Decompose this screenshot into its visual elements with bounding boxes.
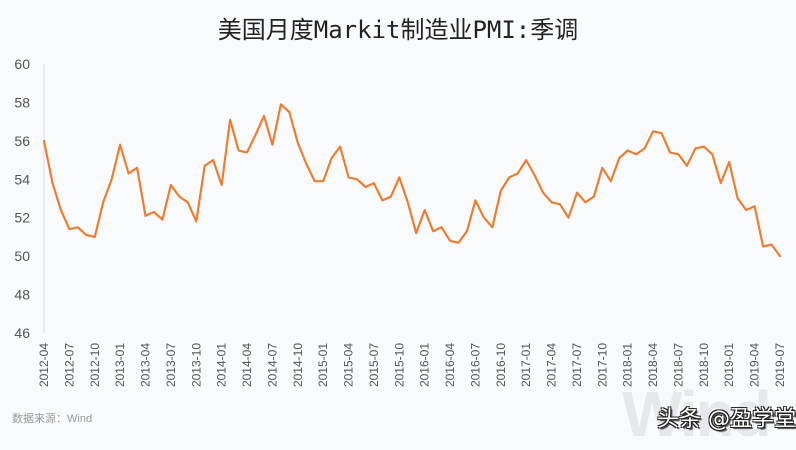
x-tick-label: 2013-01 xyxy=(113,343,127,387)
y-tick-label: 46 xyxy=(14,325,30,341)
x-tick-label: 2018-04 xyxy=(646,343,660,387)
x-tick-label: 2019-01 xyxy=(722,343,736,387)
x-tick-label: 2014-04 xyxy=(240,343,254,387)
y-tick-label: 58 xyxy=(14,94,30,110)
chart-title: 美国月度Markit制造业PMI:季调 xyxy=(217,16,579,44)
x-tick-label: 2018-01 xyxy=(621,343,635,387)
y-tick-label: 50 xyxy=(14,248,30,264)
x-tick-label: 2012-04 xyxy=(37,343,51,387)
x-tick-label: 2017-04 xyxy=(545,343,559,387)
x-tick-label: 2016-04 xyxy=(443,343,457,387)
x-tick-label: 2014-10 xyxy=(291,343,305,387)
x-tick-label: 2016-01 xyxy=(418,343,432,387)
x-tick-label: 2019-04 xyxy=(748,343,762,387)
x-tick-label: 2012-10 xyxy=(88,343,102,387)
x-tick-label: 2015-01 xyxy=(316,343,330,387)
x-tick-label: 2017-07 xyxy=(570,343,584,387)
y-tick-label: 60 xyxy=(14,56,30,72)
x-tick-label: 2017-01 xyxy=(519,343,533,387)
y-tick-label: 54 xyxy=(14,171,30,187)
x-tick-label: 2019-07 xyxy=(773,343,787,387)
x-axis-ticks: 2012-04 2012-07 2012-10 2013-01 2013-04 2013-… xyxy=(37,343,787,387)
x-tick-label: 2015-07 xyxy=(367,343,381,387)
x-tick-label: 2013-04 xyxy=(139,343,153,387)
x-tick-label: 2012-07 xyxy=(62,343,76,387)
y-tick-label: 52 xyxy=(14,210,30,226)
y-tick-label: 48 xyxy=(14,287,30,303)
x-tick-label: 2013-07 xyxy=(164,343,178,387)
x-tick-label: 2016-10 xyxy=(494,343,508,387)
x-tick-label: 2017-10 xyxy=(595,343,609,387)
x-tick-label: 2013-10 xyxy=(189,343,203,387)
toutiao-watermark: 头条 @盈学堂 xyxy=(657,407,796,432)
x-tick-label: 2018-07 xyxy=(671,343,685,387)
x-tick-label: 2015-04 xyxy=(342,343,356,387)
data-source-note: 数据来源：Wind xyxy=(12,413,93,425)
x-tick-label: 2014-07 xyxy=(265,343,279,387)
y-axis-ticks: 46 48 50 52 54 56 58 60 xyxy=(14,56,30,341)
wind-watermark: Wind xyxy=(622,378,772,450)
x-tick-label: 2015-10 xyxy=(392,343,406,387)
y-tick-label: 56 xyxy=(14,133,30,149)
x-tick-label: 2016-07 xyxy=(468,343,482,387)
x-tick-label: 2014-01 xyxy=(215,343,229,387)
pmi-series-line xyxy=(42,103,782,258)
x-tick-label: 2018-10 xyxy=(697,343,711,387)
